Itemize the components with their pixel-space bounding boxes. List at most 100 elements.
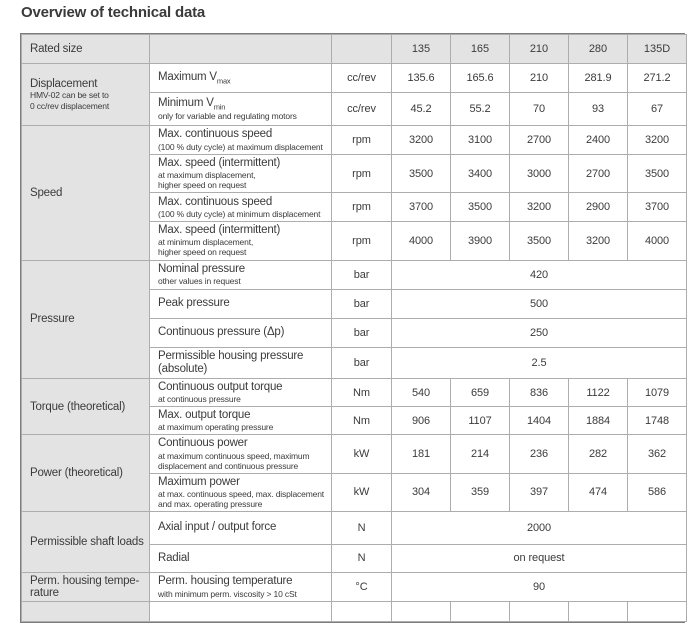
- category-speed: Speed: [21, 125, 150, 261]
- row-note: at maximum continuous speed, maximum dis…: [158, 450, 310, 471]
- value-cell-span: 90: [391, 571, 687, 602]
- table-row-power-2: Maximum power at max. continuous speed, …: [22, 472, 687, 512]
- row-note: at minimum displacement, higher speed on…: [158, 237, 254, 258]
- unit-cell: N: [331, 510, 392, 545]
- table-row-torque-1: Torque (theoretical) Continuous output t…: [21, 377, 687, 436]
- value-cell: 3200: [568, 221, 628, 261]
- row-note: only for variable and regulating motors: [158, 111, 297, 122]
- row-label-cell: Max. continuous speed (100 % duty cycle)…: [149, 125, 332, 155]
- unit-cell: bar: [331, 346, 392, 379]
- category-housing-temperature: Perm. housing tempe- rature: [21, 571, 150, 602]
- unit-cell: bar: [331, 317, 392, 348]
- row-label-cell: Nominal pressure other values in request: [149, 259, 332, 290]
- value-cell-span: 2000: [391, 510, 687, 545]
- value-cell: 3900: [450, 221, 510, 261]
- row-label-cell: Continuous power at maximum continuous s…: [149, 434, 332, 474]
- row-label-cell: Perm. housing temperature with minimum p…: [149, 571, 332, 602]
- row-note: at max. continuous speed, max. displacem…: [158, 488, 325, 509]
- value-cell: 210: [509, 63, 569, 93]
- unit-cell: rpm: [331, 125, 392, 155]
- unit-cell: rpm: [331, 221, 392, 261]
- table-row-pressure-4: Permissible housing pressure (absolute) …: [22, 346, 687, 379]
- row-label-cell: Maximum power at max. continuous speed, …: [149, 472, 332, 512]
- row-label-cell: Radial: [149, 543, 332, 573]
- category-pressure: Pressure: [21, 259, 150, 379]
- value-cell: 135.6: [391, 63, 451, 93]
- row-label: Maximum Vmax: [158, 70, 231, 85]
- row-label: Maximum power: [158, 475, 240, 488]
- unit-cell: bar: [331, 288, 392, 319]
- unit-cell: rpm: [331, 192, 392, 223]
- category-label: Torque (theoretical): [30, 400, 126, 413]
- value-cell: 282: [568, 434, 628, 474]
- category-label: Perm. housing tempe- rature: [30, 574, 140, 599]
- table-row-shaft-axial: Permissible shaft loads Axial input / ou…: [21, 510, 687, 573]
- table-row-vmax: Displacement HMV-02 can be set to 0 cc/r…: [21, 63, 687, 126]
- value-cell: 836: [509, 377, 569, 408]
- size-column-header-210: 210: [509, 34, 569, 64]
- category-power: Power (theoretical): [21, 434, 150, 512]
- value-cell: 397: [509, 472, 569, 512]
- table-row-pressure-2: Peak pressure bar 500: [22, 288, 687, 319]
- size-column-header-135D: 135D: [627, 34, 687, 64]
- value-cell: 362: [627, 434, 687, 474]
- value-cell: 2400: [568, 125, 628, 155]
- value-cell: 4000: [627, 221, 687, 261]
- value-cell: 304: [391, 472, 451, 512]
- value-cell: 1404: [509, 406, 569, 436]
- row-label: Max. speed (intermittent): [158, 224, 281, 237]
- value-cell-span: 250: [391, 317, 687, 348]
- unit-cell: cc/rev: [331, 92, 392, 126]
- value-cell: 2700: [568, 153, 628, 194]
- value-cell: 1748: [627, 406, 687, 436]
- value-cell: 3400: [450, 153, 510, 194]
- row-note: (100 % duty cycle) at minimum displaceme…: [158, 208, 321, 219]
- page-title: Overview of technical data: [21, 4, 206, 21]
- category-label: Displacement: [30, 78, 98, 91]
- row-label: Axial input / output force: [158, 521, 277, 534]
- table-row-housing-temp: Perm. housing tempe- rature Perm. housin…: [21, 571, 687, 602]
- row-label-cell: Continuous output torque at continuous p…: [149, 377, 332, 408]
- value-cell-span: on request: [391, 543, 687, 573]
- value-cell: 3700: [627, 192, 687, 223]
- value-cell: 281.9: [568, 63, 628, 93]
- value-cell: 3700: [391, 192, 451, 223]
- size-column-header-135: 135: [391, 34, 451, 64]
- value-cell: 359: [450, 472, 510, 512]
- value-cell: 3500: [391, 153, 451, 194]
- value-cell: 3200: [391, 125, 451, 155]
- row-note: at maximum operating pressure: [158, 422, 274, 433]
- row-label: Perm. housing temperature: [158, 575, 293, 588]
- table-row-vmin: Minimum Vmin only for variable and regul…: [22, 92, 687, 126]
- value-cell: 3000: [509, 153, 569, 194]
- row-label: Peak pressure: [158, 296, 230, 309]
- unit-cell: Nm: [331, 406, 392, 436]
- value-cell: 67: [627, 92, 687, 126]
- table-row-speed-4: Max. speed (intermittent) at minimum dis…: [22, 221, 687, 261]
- unit-cell: kW: [331, 434, 392, 474]
- row-label: Max. speed (intermittent): [158, 157, 281, 169]
- row-note: at maximum displacement, higher speed on…: [158, 170, 256, 191]
- value-cell: 1884: [568, 406, 628, 436]
- row-note: (100 % duty cycle) at maximum displaceme…: [158, 141, 323, 152]
- value-cell: 93: [568, 92, 628, 126]
- row-label: Max. continuous speed: [158, 195, 273, 208]
- category-note: HMV-02 can be set to 0 cc/rev displaceme…: [30, 90, 110, 111]
- value-cell: 3500: [627, 153, 687, 194]
- value-cell: 236: [509, 434, 569, 474]
- value-cell: 4000: [391, 221, 451, 261]
- header-rated-size: Rated size: [21, 34, 150, 64]
- row-label: Continuous pressure (Δp): [158, 325, 285, 338]
- value-cell-cutoff: [568, 600, 628, 622]
- table-row-torque-2: Max. output torque at maximum operating …: [22, 406, 687, 436]
- unit-cell: rpm: [331, 153, 392, 194]
- table-row-pressure-1: Pressure Nominal pressure other values i…: [21, 259, 687, 379]
- row-label: Max. continuous speed: [158, 128, 273, 141]
- value-cell: 271.2: [627, 63, 687, 93]
- row-label: Radial: [158, 551, 190, 564]
- category-displacement: Displacement HMV-02 can be set to 0 cc/r…: [21, 63, 150, 126]
- value-cell: 55.2: [450, 92, 510, 126]
- category-label: Power (theoretical): [30, 467, 123, 480]
- row-note: other values in request: [158, 276, 241, 287]
- unit-cell-cutoff: [331, 600, 392, 622]
